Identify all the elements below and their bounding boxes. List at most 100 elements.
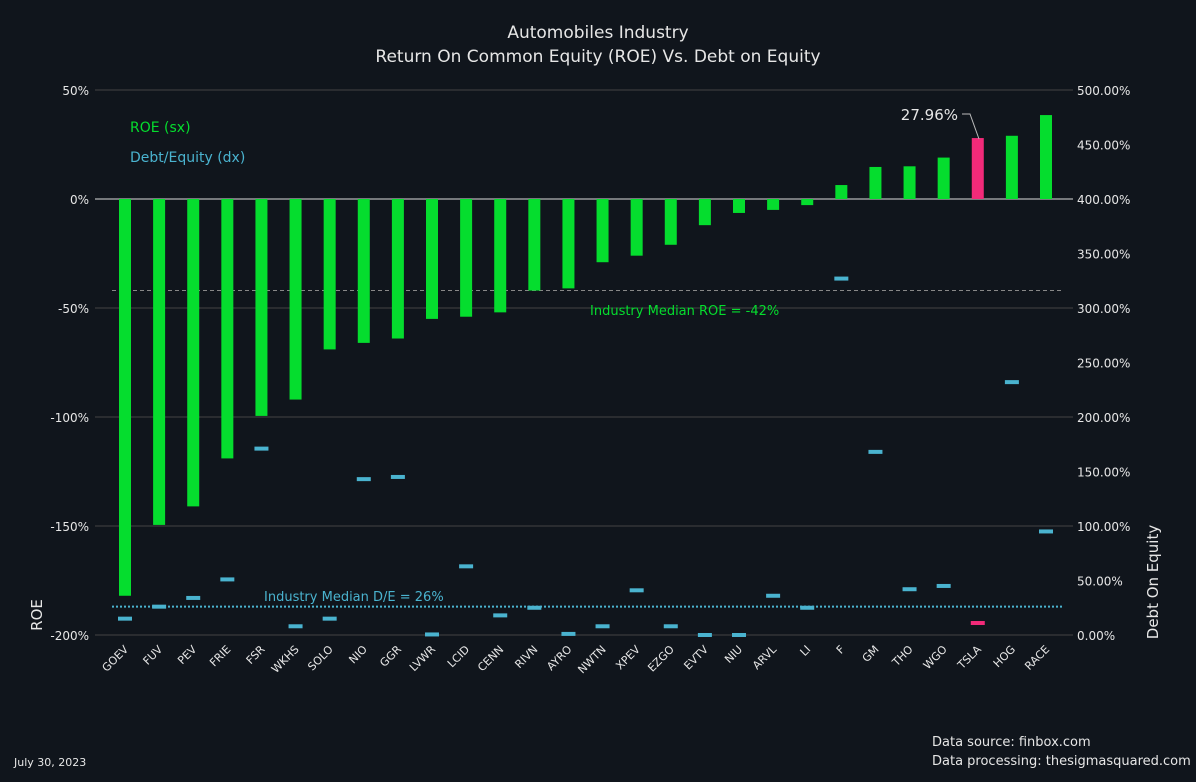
- x-tick-label: RACE: [1022, 643, 1052, 673]
- x-tick-label: FUV: [141, 643, 166, 668]
- de-marker: [595, 624, 610, 629]
- x-tick-label: WGO: [921, 643, 950, 672]
- x-tick-label: TSLA: [954, 643, 984, 673]
- y-tick-label: -100%: [50, 411, 89, 425]
- roe-bar: [187, 199, 200, 507]
- roe-bar: [391, 199, 404, 339]
- y2-tick-label: 350.00%: [1077, 248, 1130, 262]
- de-marker: [766, 593, 781, 598]
- legend-de: Debt/Equity (dx): [130, 150, 245, 166]
- de-marker: [527, 605, 542, 610]
- roe-bar: [1005, 135, 1018, 199]
- roe-bar: [460, 199, 473, 317]
- y2-axis-label: Debt On Equity: [1144, 525, 1162, 640]
- de-marker: [732, 633, 746, 637]
- de-marker: [220, 577, 235, 582]
- roe-bar: [119, 199, 131, 596]
- roe-bar: [630, 199, 643, 256]
- de-marker: [356, 477, 371, 482]
- x-tick-label: GOEV: [100, 643, 132, 675]
- x-tick-label: HOG: [991, 643, 1018, 670]
- x-tick-label: WKHS: [269, 643, 302, 676]
- x-tick-label: NIU: [722, 643, 745, 666]
- de-marker: [493, 613, 508, 618]
- roe-bar: [562, 199, 575, 289]
- roe-bar: [153, 199, 166, 525]
- de-marker: [970, 621, 985, 626]
- roe-bar: [528, 199, 541, 291]
- x-tick-label: GGR: [377, 643, 404, 670]
- x-tick-label: EVTV: [681, 643, 711, 673]
- roe-bar: [664, 199, 677, 245]
- roe-bar: [221, 199, 234, 459]
- y2-tick-label: 0.00%: [1077, 629, 1115, 643]
- x-tick-label: PEV: [175, 643, 199, 667]
- x-tick-label: ARVL: [750, 642, 780, 672]
- roe-bar: [289, 199, 302, 400]
- de-marker: [936, 583, 951, 588]
- x-tick-label: EZGO: [645, 643, 677, 675]
- de-marker: [186, 595, 201, 600]
- y2-tick-label: 450.00%: [1077, 139, 1130, 153]
- de-marker: [1039, 529, 1053, 534]
- roe-bar: [733, 199, 745, 213]
- x-tick-label: FRIE: [207, 643, 233, 669]
- footer-processing: Data processing: thesigmasquared.com: [932, 754, 1191, 769]
- roe-bar: [835, 185, 848, 199]
- footer-date: July 30, 2023: [13, 756, 86, 769]
- legend-roe: ROE (sx): [130, 120, 191, 136]
- x-tick-label: CENN: [475, 643, 506, 674]
- de-marker: [254, 446, 269, 451]
- de-marker: [288, 624, 303, 629]
- highlight-leader-line: [962, 113, 980, 140]
- y-tick-label: -200%: [50, 629, 89, 643]
- roe-bar: [767, 199, 780, 210]
- roe-bar: [801, 199, 814, 206]
- de-marker: [390, 474, 405, 479]
- roe-bar: [1040, 115, 1052, 199]
- y2-tick-label: 400.00%: [1077, 193, 1130, 207]
- y2-tick-label: 50.00%: [1077, 575, 1123, 589]
- de-marker: [459, 564, 474, 569]
- de-marker: [868, 449, 883, 454]
- de-marker: [561, 631, 576, 636]
- roe-bar: [903, 166, 916, 199]
- roe-bar: [937, 157, 950, 199]
- median-de-label: Industry Median D/E = 26%: [264, 590, 444, 605]
- x-tick-label: FSR: [244, 643, 268, 667]
- x-tick-label: LCID: [445, 643, 472, 670]
- x-tick-label: LVWR: [407, 643, 438, 674]
- y2-tick-label: 150.00%: [1077, 466, 1130, 480]
- de-marker: [663, 624, 678, 629]
- y-axis-label: ROE: [28, 599, 46, 631]
- y-tick-label: -150%: [50, 520, 89, 534]
- x-tick-label: NWTN: [575, 643, 608, 676]
- x-tick-label: NIO: [346, 643, 370, 667]
- y2-tick-label: 300.00%: [1077, 302, 1130, 316]
- roe-bar: [494, 199, 507, 313]
- roe-bar: [426, 199, 438, 319]
- y-tick-label: 50%: [62, 84, 89, 98]
- chart-subtitle: Return On Common Equity (ROE) Vs. Debt o…: [375, 47, 820, 67]
- y2-tick-label: 100.00%: [1077, 520, 1130, 534]
- x-tick-label: F: [834, 643, 848, 657]
- de-marker: [118, 616, 132, 621]
- y-tick-label: -50%: [58, 302, 89, 316]
- de-marker: [152, 604, 167, 609]
- de-marker: [800, 605, 815, 610]
- de-marker: [629, 588, 644, 593]
- median-roe-label: Industry Median ROE = -42%: [590, 304, 779, 319]
- roe-bar: [971, 138, 984, 199]
- highlight-label: 27.96%: [901, 106, 958, 124]
- roe-bar: [357, 199, 370, 343]
- roe-bar: [323, 199, 336, 350]
- x-tick-label: XPEV: [613, 643, 643, 673]
- roe-bar: [698, 199, 711, 226]
- x-tick-label: RIVN: [512, 643, 540, 671]
- x-tick-label: GM: [860, 643, 882, 665]
- roe-bar: [596, 199, 609, 263]
- footer-source: Data source: finbox.com: [932, 735, 1091, 750]
- y2-tick-label: 250.00%: [1077, 357, 1130, 371]
- x-tick-label: SOLO: [305, 643, 336, 674]
